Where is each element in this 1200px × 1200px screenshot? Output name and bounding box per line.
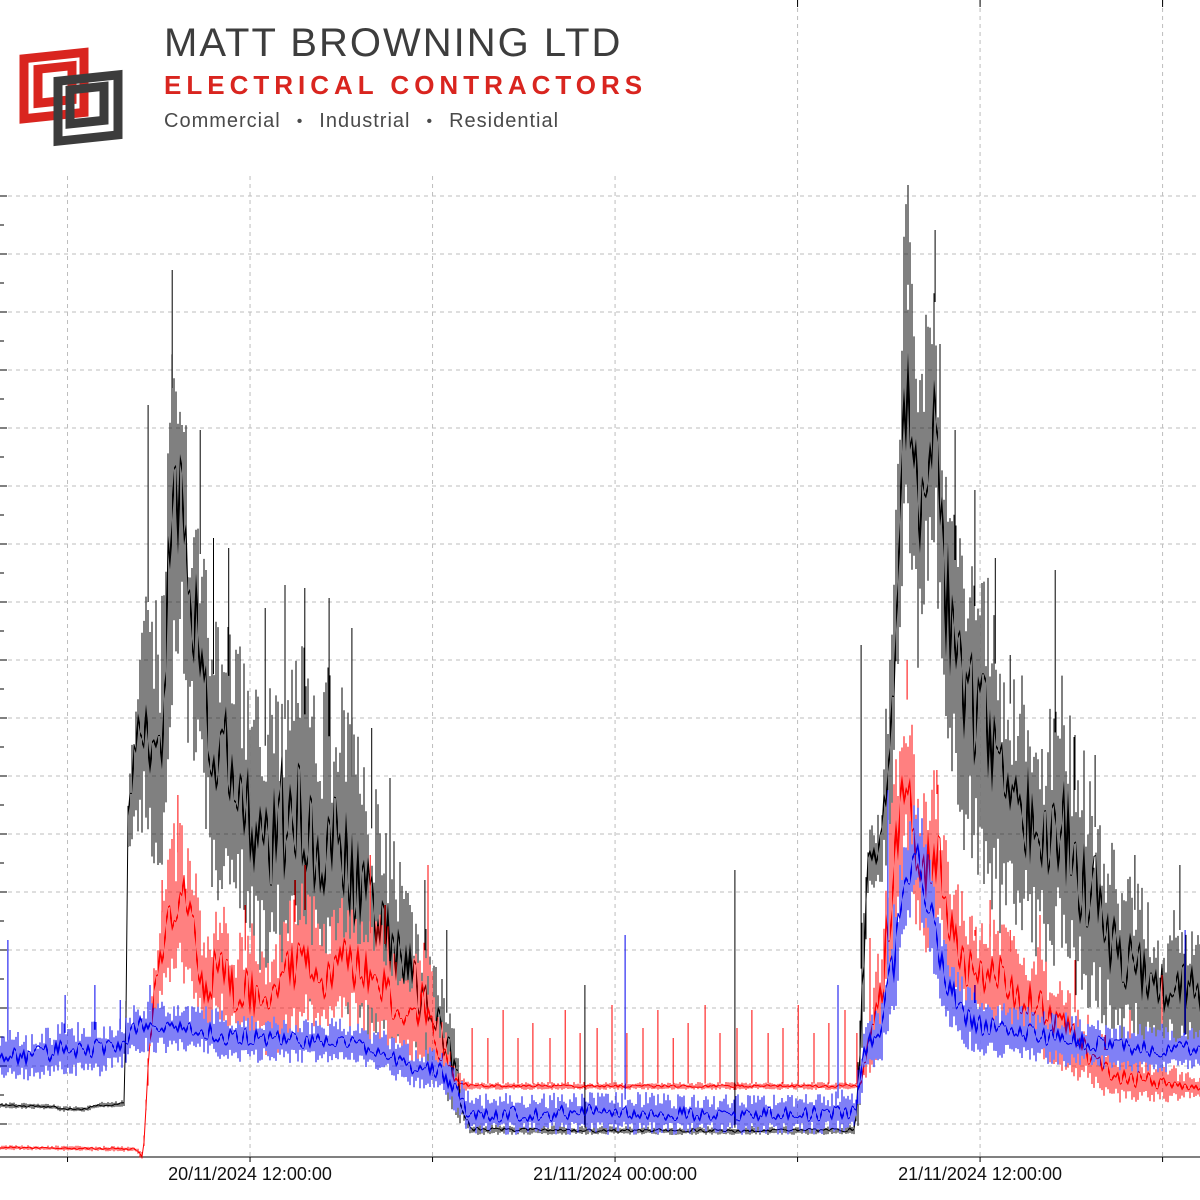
series-blue-spikes xyxy=(7,790,1186,1100)
company-name: MATT BROWNING LTD xyxy=(164,21,623,65)
tagline-commercial: Commercial xyxy=(164,110,281,132)
series-black-spikes xyxy=(147,185,1181,1128)
series-red-line xyxy=(0,774,1200,1159)
bullet-icon: • xyxy=(296,112,304,130)
company-logo: MATT BROWNING LTD ELECTRICAL CONTRACTORS… xyxy=(0,0,655,174)
tagline-residential: Residential xyxy=(449,110,560,132)
series-red-spikes xyxy=(161,660,1163,1084)
x-axis-tick-label: 21/11/2024 00:00:00 xyxy=(533,1164,697,1184)
series-black-line xyxy=(0,352,1200,1133)
tagline-industrial: Industrial xyxy=(319,110,411,132)
logo-mark-icon xyxy=(19,47,123,147)
bullet-icon: • xyxy=(426,112,434,130)
logo-text: MATT BROWNING LTD ELECTRICAL CONTRACTORS… xyxy=(164,14,647,133)
x-axis-tick-label: 21/11/2024 12:00:00 xyxy=(898,1164,1062,1184)
company-subtitle: ELECTRICAL CONTRACTORS xyxy=(164,70,648,100)
series-blue-line xyxy=(0,842,1200,1124)
x-axis-tick-label: 20/11/2024 12:00:00 xyxy=(168,1164,332,1184)
company-tagline: Commercial • Industrial • Residential xyxy=(164,110,647,133)
